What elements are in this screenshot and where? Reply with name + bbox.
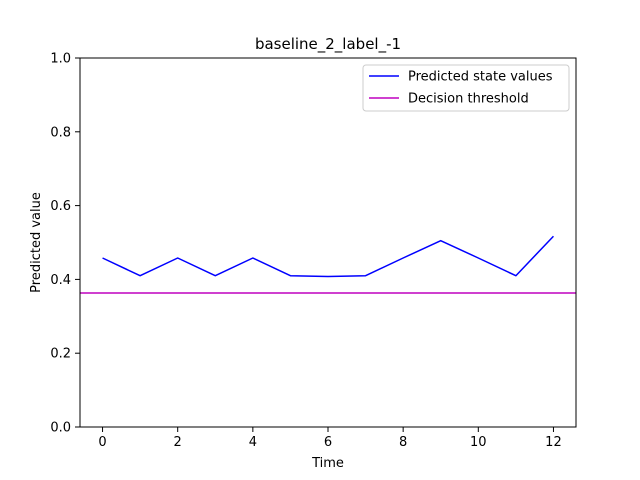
y-tick-label: 0.2 [50, 347, 71, 362]
y-tick-label: 0.6 [50, 199, 71, 214]
y-tick-label: 0.4 [50, 273, 71, 288]
x-tick-label: 8 [399, 435, 407, 450]
legend: Predicted state values Decision threshol… [362, 64, 570, 112]
x-tick-label: 12 [545, 435, 562, 450]
legend-label-predicted: Predicted state values [408, 70, 553, 85]
x-tick-label: 2 [174, 435, 182, 450]
x-axis-label: Time [311, 456, 344, 471]
y-tick-label: 0.8 [50, 125, 71, 140]
x-tick-label: 0 [98, 435, 106, 450]
plot-area [80, 235, 576, 294]
y-tick-label: 0.0 [50, 421, 71, 436]
x-tick-label: 10 [470, 435, 487, 450]
legend-box [362, 64, 570, 112]
chart-title: baseline_2_label_-1 [255, 35, 401, 54]
axis-ticks: 0 2 4 6 8 10 12 0.0 0.2 0.4 0.6 0.8 1.0 [50, 52, 561, 451]
x-tick-label: 6 [324, 435, 332, 450]
axes-frame [79, 57, 577, 428]
y-axis-label: Predicted value [29, 192, 44, 293]
legend-label-threshold: Decision threshold [408, 92, 529, 107]
x-tick-label: 4 [249, 435, 257, 450]
y-tick-label: 1.0 [50, 52, 71, 67]
